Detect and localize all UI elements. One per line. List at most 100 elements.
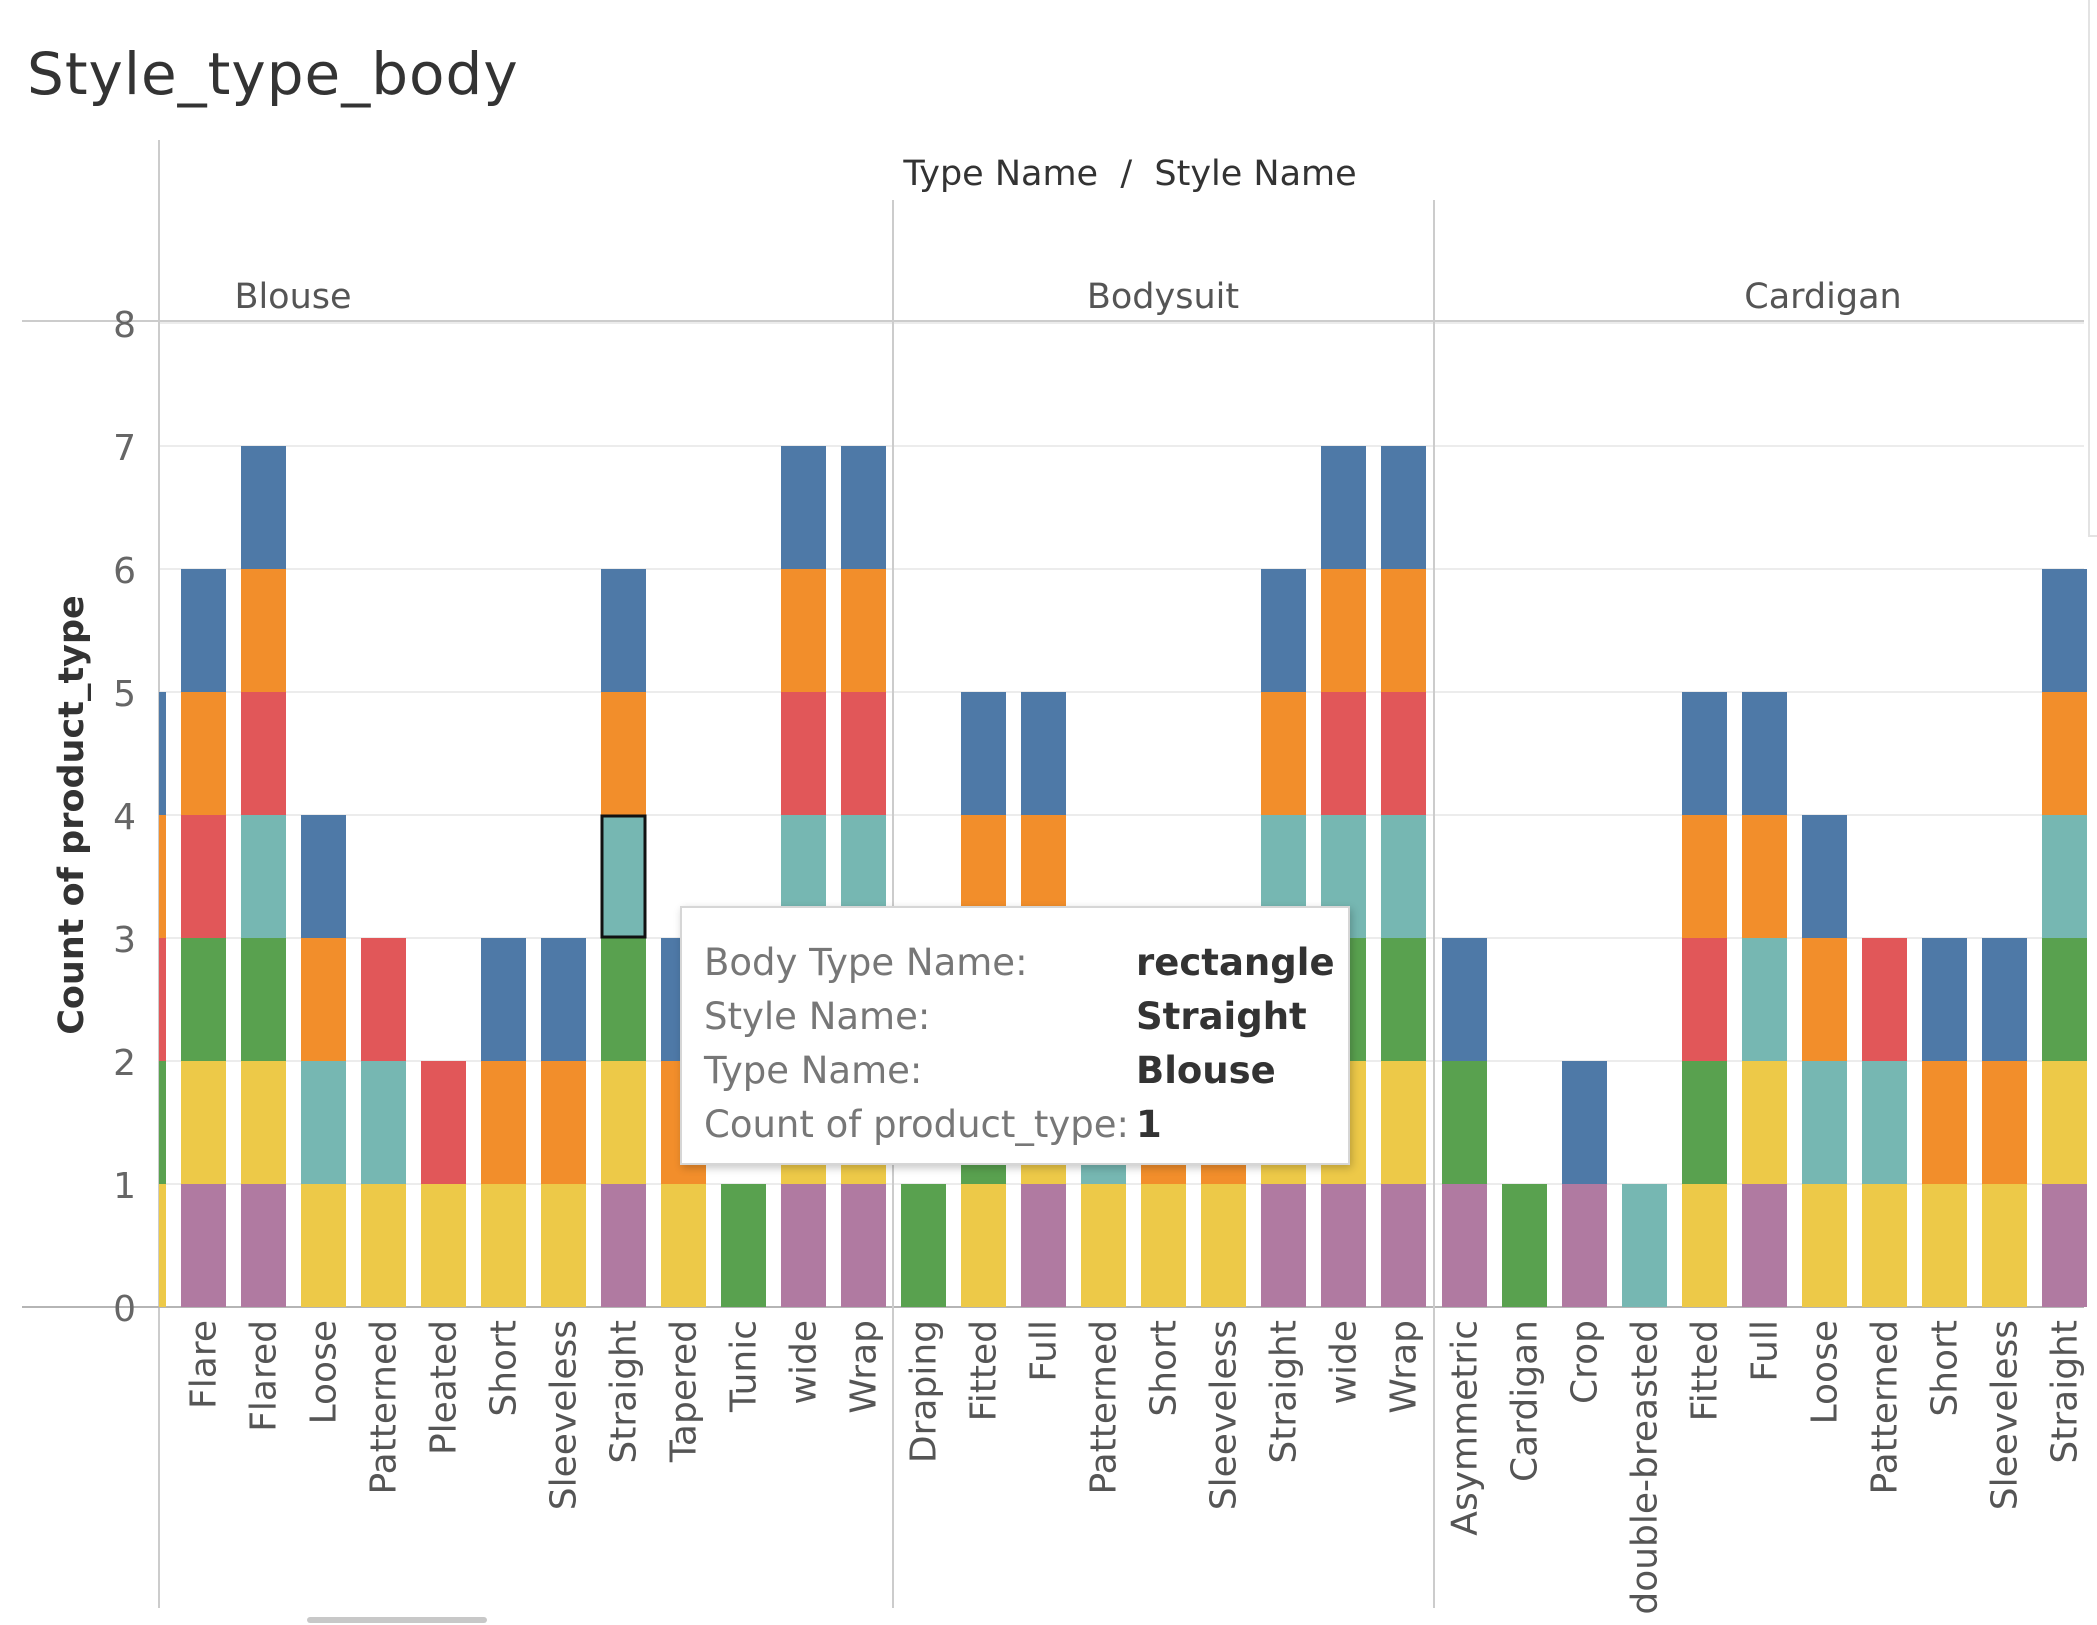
bar-segment[interactable] xyxy=(241,938,286,1061)
bar-segment[interactable] xyxy=(159,1061,166,1184)
bar-segment[interactable] xyxy=(601,938,646,1061)
bar-segment[interactable] xyxy=(1982,938,2027,1061)
bar-segment[interactable] xyxy=(541,1061,586,1184)
bar-segment[interactable] xyxy=(1622,1184,1667,1307)
bar-segment[interactable] xyxy=(2042,938,2087,1061)
bar-segment[interactable] xyxy=(159,938,166,1061)
bar-segment[interactable] xyxy=(421,1184,466,1307)
bar-segment[interactable] xyxy=(181,938,226,1061)
bar-segment[interactable] xyxy=(301,1184,346,1307)
bar-segment[interactable] xyxy=(601,815,646,938)
bar-segment[interactable] xyxy=(841,446,886,569)
bar-segment[interactable] xyxy=(1922,938,1967,1061)
bar-segment[interactable] xyxy=(1742,815,1787,938)
bar-segment[interactable] xyxy=(781,692,826,815)
bar-segment[interactable] xyxy=(841,692,886,815)
bar-segment[interactable] xyxy=(1502,1184,1547,1307)
bar-segment[interactable] xyxy=(1742,692,1787,815)
bar-segment[interactable] xyxy=(301,815,346,938)
bar-segment[interactable] xyxy=(661,1184,706,1307)
bar-segment[interactable] xyxy=(1802,1061,1847,1184)
bar-segment[interactable] xyxy=(2042,569,2087,692)
bar-segment[interactable] xyxy=(1802,938,1847,1061)
bar-segment[interactable] xyxy=(181,1184,226,1307)
bar-segment[interactable] xyxy=(1862,1061,1907,1184)
bar-segment[interactable] xyxy=(481,1184,526,1307)
bar-segment[interactable] xyxy=(1321,692,1366,815)
bar-segment[interactable] xyxy=(361,1061,406,1184)
bar-segment[interactable] xyxy=(1562,1061,1607,1184)
scrollbar-track[interactable] xyxy=(2088,0,2097,537)
bar-segment[interactable] xyxy=(841,569,886,692)
bar-segment[interactable] xyxy=(841,1184,886,1307)
bar-segment[interactable] xyxy=(961,692,1006,815)
bar-segment[interactable] xyxy=(181,1061,226,1184)
bar-segment[interactable] xyxy=(1081,1184,1126,1307)
bar-segment[interactable] xyxy=(781,569,826,692)
bar-segment[interactable] xyxy=(1862,1184,1907,1307)
bar-segment[interactable] xyxy=(159,815,166,938)
bar-segment[interactable] xyxy=(1802,815,1847,938)
bar-segment[interactable] xyxy=(1381,815,1426,938)
bar-segment[interactable] xyxy=(1982,1184,2027,1307)
bar-segment[interactable] xyxy=(1922,1184,1967,1307)
bar-segment[interactable] xyxy=(1201,1184,1246,1307)
bar-segment[interactable] xyxy=(541,1184,586,1307)
bar-segment[interactable] xyxy=(361,938,406,1061)
bar-segment[interactable] xyxy=(1682,815,1727,938)
bar-segment[interactable] xyxy=(1682,1184,1727,1307)
bar-segment[interactable] xyxy=(1742,1061,1787,1184)
bar-segment[interactable] xyxy=(1321,1184,1366,1307)
bar-segment[interactable] xyxy=(241,815,286,938)
bar-segment[interactable] xyxy=(1261,692,1306,815)
bar-segment[interactable] xyxy=(1381,1061,1426,1184)
bar-segment[interactable] xyxy=(421,1061,466,1184)
bar-segment[interactable] xyxy=(1682,1061,1727,1184)
bar-segment[interactable] xyxy=(2042,692,2087,815)
horizontal-scrollbar-thumb[interactable] xyxy=(307,1617,487,1623)
bar-segment[interactable] xyxy=(481,1061,526,1184)
bar-segment[interactable] xyxy=(1742,938,1787,1061)
bar-segment[interactable] xyxy=(181,569,226,692)
bar-segment[interactable] xyxy=(1682,938,1727,1061)
bar-segment[interactable] xyxy=(1021,1184,1066,1307)
bar-segment[interactable] xyxy=(241,692,286,815)
bar-segment[interactable] xyxy=(1442,938,1487,1061)
bar-segment[interactable] xyxy=(1442,1184,1487,1307)
bar-segment[interactable] xyxy=(1381,569,1426,692)
bar-segment[interactable] xyxy=(961,1184,1006,1307)
bar-segment[interactable] xyxy=(601,692,646,815)
bar-segment[interactable] xyxy=(1381,446,1426,569)
bar-segment[interactable] xyxy=(2042,1061,2087,1184)
bar-segment[interactable] xyxy=(1381,1184,1426,1307)
bar-segment[interactable] xyxy=(241,446,286,569)
bar-segment[interactable] xyxy=(181,692,226,815)
bar-segment[interactable] xyxy=(481,938,526,1061)
bar-segment[interactable] xyxy=(1381,692,1426,815)
bar-segment[interactable] xyxy=(301,1061,346,1184)
bar-segment[interactable] xyxy=(2042,1184,2087,1307)
bar-segment[interactable] xyxy=(1742,1184,1787,1307)
bar-segment[interactable] xyxy=(1802,1184,1847,1307)
bar-segment[interactable] xyxy=(721,1184,766,1307)
bar-segment[interactable] xyxy=(781,446,826,569)
bar-segment[interactable] xyxy=(1562,1184,1607,1307)
bar-segment[interactable] xyxy=(241,1184,286,1307)
bar-segment[interactable] xyxy=(1141,1184,1186,1307)
bar-segment[interactable] xyxy=(1021,692,1066,815)
bar-segment[interactable] xyxy=(1982,1061,2027,1184)
bar-segment[interactable] xyxy=(241,569,286,692)
bar-segment[interactable] xyxy=(1261,569,1306,692)
bar-segment[interactable] xyxy=(181,815,226,938)
bar-segment[interactable] xyxy=(601,1061,646,1184)
bar-segment[interactable] xyxy=(1381,938,1426,1061)
bar-segment[interactable] xyxy=(241,1061,286,1184)
bar-segment[interactable] xyxy=(1922,1061,1967,1184)
bar-segment[interactable] xyxy=(1321,446,1366,569)
bar-segment[interactable] xyxy=(1321,569,1366,692)
bar-segment[interactable] xyxy=(1862,938,1907,1061)
bar-segment[interactable] xyxy=(781,1184,826,1307)
bar-segment[interactable] xyxy=(601,569,646,692)
bar-segment[interactable] xyxy=(1442,1061,1487,1184)
